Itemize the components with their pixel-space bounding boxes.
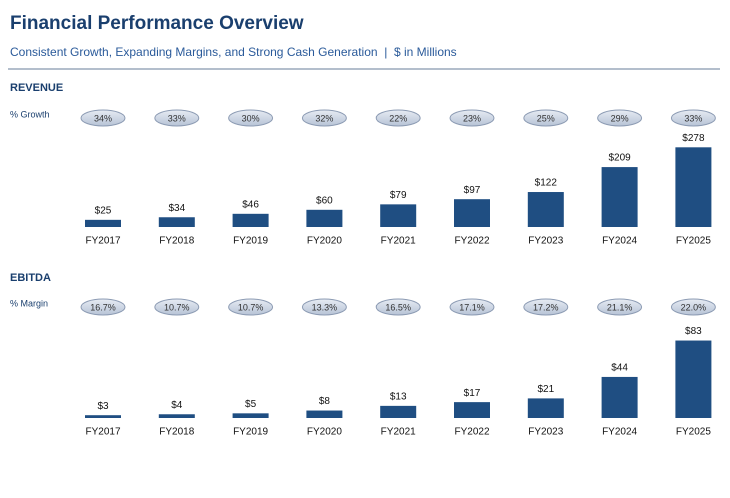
rate-pill bbox=[449, 298, 495, 316]
rate-label: 17.1% bbox=[459, 302, 485, 312]
value-label: $17 bbox=[464, 388, 481, 399]
x-tick-label: FY2019 bbox=[233, 427, 268, 438]
value-label: $278 bbox=[682, 133, 705, 144]
rate-pill bbox=[449, 109, 495, 127]
x-tick-label: FY2023 bbox=[528, 427, 563, 438]
bar bbox=[85, 219, 121, 227]
rate-label: 34% bbox=[94, 113, 112, 123]
rate-label: 22.0% bbox=[681, 302, 707, 312]
rate-pill bbox=[597, 298, 643, 316]
x-tick-label: FY2022 bbox=[454, 236, 489, 247]
rate-pill bbox=[670, 298, 716, 316]
rate-label: 10.7% bbox=[238, 302, 264, 312]
value-label: $21 bbox=[537, 384, 554, 395]
value-label: $83 bbox=[685, 326, 702, 337]
bar bbox=[675, 340, 712, 418]
rate-label: 33% bbox=[168, 113, 186, 123]
x-tick-label: FY2018 bbox=[159, 427, 194, 438]
bar bbox=[306, 209, 343, 227]
bar bbox=[601, 376, 638, 418]
rate-pill bbox=[301, 109, 347, 127]
rate-label: 10.7% bbox=[164, 302, 190, 312]
rate-label: 25% bbox=[537, 113, 555, 123]
section-title: EBITDA bbox=[10, 272, 51, 284]
x-tick-label: FY2022 bbox=[454, 427, 489, 438]
bar bbox=[527, 398, 564, 418]
rate-pill bbox=[523, 298, 569, 316]
x-tick-label: FY2017 bbox=[85, 427, 120, 438]
rate-title: % Growth bbox=[10, 109, 50, 119]
rate-label: 22% bbox=[389, 113, 407, 123]
rate-pill bbox=[80, 109, 126, 127]
value-label: $60 bbox=[316, 195, 333, 206]
value-label: $44 bbox=[611, 363, 628, 374]
value-label: $46 bbox=[242, 199, 259, 210]
x-tick-label: FY2018 bbox=[159, 236, 194, 247]
x-tick-label: FY2020 bbox=[307, 236, 342, 247]
rate-title: % Margin bbox=[10, 298, 48, 308]
rate-pill bbox=[228, 109, 274, 127]
bar bbox=[306, 410, 343, 418]
x-tick-label: FY2021 bbox=[381, 427, 416, 438]
rate-label: 33% bbox=[684, 113, 702, 123]
value-label: $122 bbox=[535, 178, 558, 189]
bar bbox=[232, 213, 269, 227]
bar bbox=[454, 199, 490, 227]
value-label: $8 bbox=[319, 396, 331, 407]
bar bbox=[158, 217, 195, 227]
rate-label: 13.3% bbox=[312, 302, 338, 312]
value-label: $3 bbox=[97, 401, 109, 412]
rate-label: 29% bbox=[611, 113, 629, 123]
x-tick-label: FY2017 bbox=[85, 236, 120, 247]
bar bbox=[158, 414, 195, 418]
rate-label: 16.7% bbox=[90, 302, 116, 312]
bar bbox=[380, 405, 417, 418]
value-label: $25 bbox=[95, 205, 112, 216]
bar bbox=[675, 147, 712, 227]
bar bbox=[380, 204, 417, 227]
rate-pill bbox=[597, 109, 643, 127]
rate-label: 23% bbox=[463, 113, 481, 123]
section-title: REVENUE bbox=[10, 82, 63, 94]
rate-pill bbox=[301, 298, 347, 316]
value-label: $4 bbox=[171, 400, 183, 411]
rate-pill bbox=[80, 298, 126, 316]
bar bbox=[527, 192, 564, 227]
rate-pill bbox=[523, 109, 569, 127]
subtitle: Consistent Growth, Expanding Margins, an… bbox=[10, 45, 457, 59]
value-label: $13 bbox=[390, 392, 407, 403]
x-tick-label: FY2024 bbox=[602, 427, 637, 438]
value-label: $79 bbox=[390, 190, 407, 201]
value-label: $5 bbox=[245, 399, 257, 410]
x-tick-label: FY2019 bbox=[233, 236, 268, 247]
rate-label: 21.1% bbox=[607, 302, 633, 312]
bar bbox=[454, 402, 490, 418]
rate-label: 30% bbox=[242, 113, 260, 123]
rate-pill bbox=[375, 109, 421, 127]
rate-label: 32% bbox=[315, 113, 333, 123]
bar bbox=[85, 415, 121, 418]
x-tick-label: FY2025 bbox=[676, 427, 711, 438]
rate-label: 16.5% bbox=[385, 302, 411, 312]
x-tick-label: FY2020 bbox=[307, 427, 342, 438]
rate-pill bbox=[670, 109, 716, 127]
bar bbox=[232, 413, 269, 418]
rate-pill bbox=[154, 298, 200, 316]
x-tick-label: FY2021 bbox=[381, 236, 416, 247]
rate-pill bbox=[154, 109, 200, 127]
x-tick-label: FY2024 bbox=[602, 236, 637, 247]
value-label: $97 bbox=[464, 185, 481, 196]
rate-pill bbox=[228, 298, 274, 316]
x-tick-label: FY2023 bbox=[528, 236, 563, 247]
rate-label: 17.2% bbox=[533, 302, 559, 312]
value-label: $209 bbox=[608, 153, 631, 164]
bar bbox=[601, 167, 638, 227]
rate-pill bbox=[375, 298, 421, 316]
title: Financial Performance Overview bbox=[10, 13, 304, 34]
x-tick-label: FY2025 bbox=[676, 236, 711, 247]
value-label: $34 bbox=[168, 203, 185, 214]
